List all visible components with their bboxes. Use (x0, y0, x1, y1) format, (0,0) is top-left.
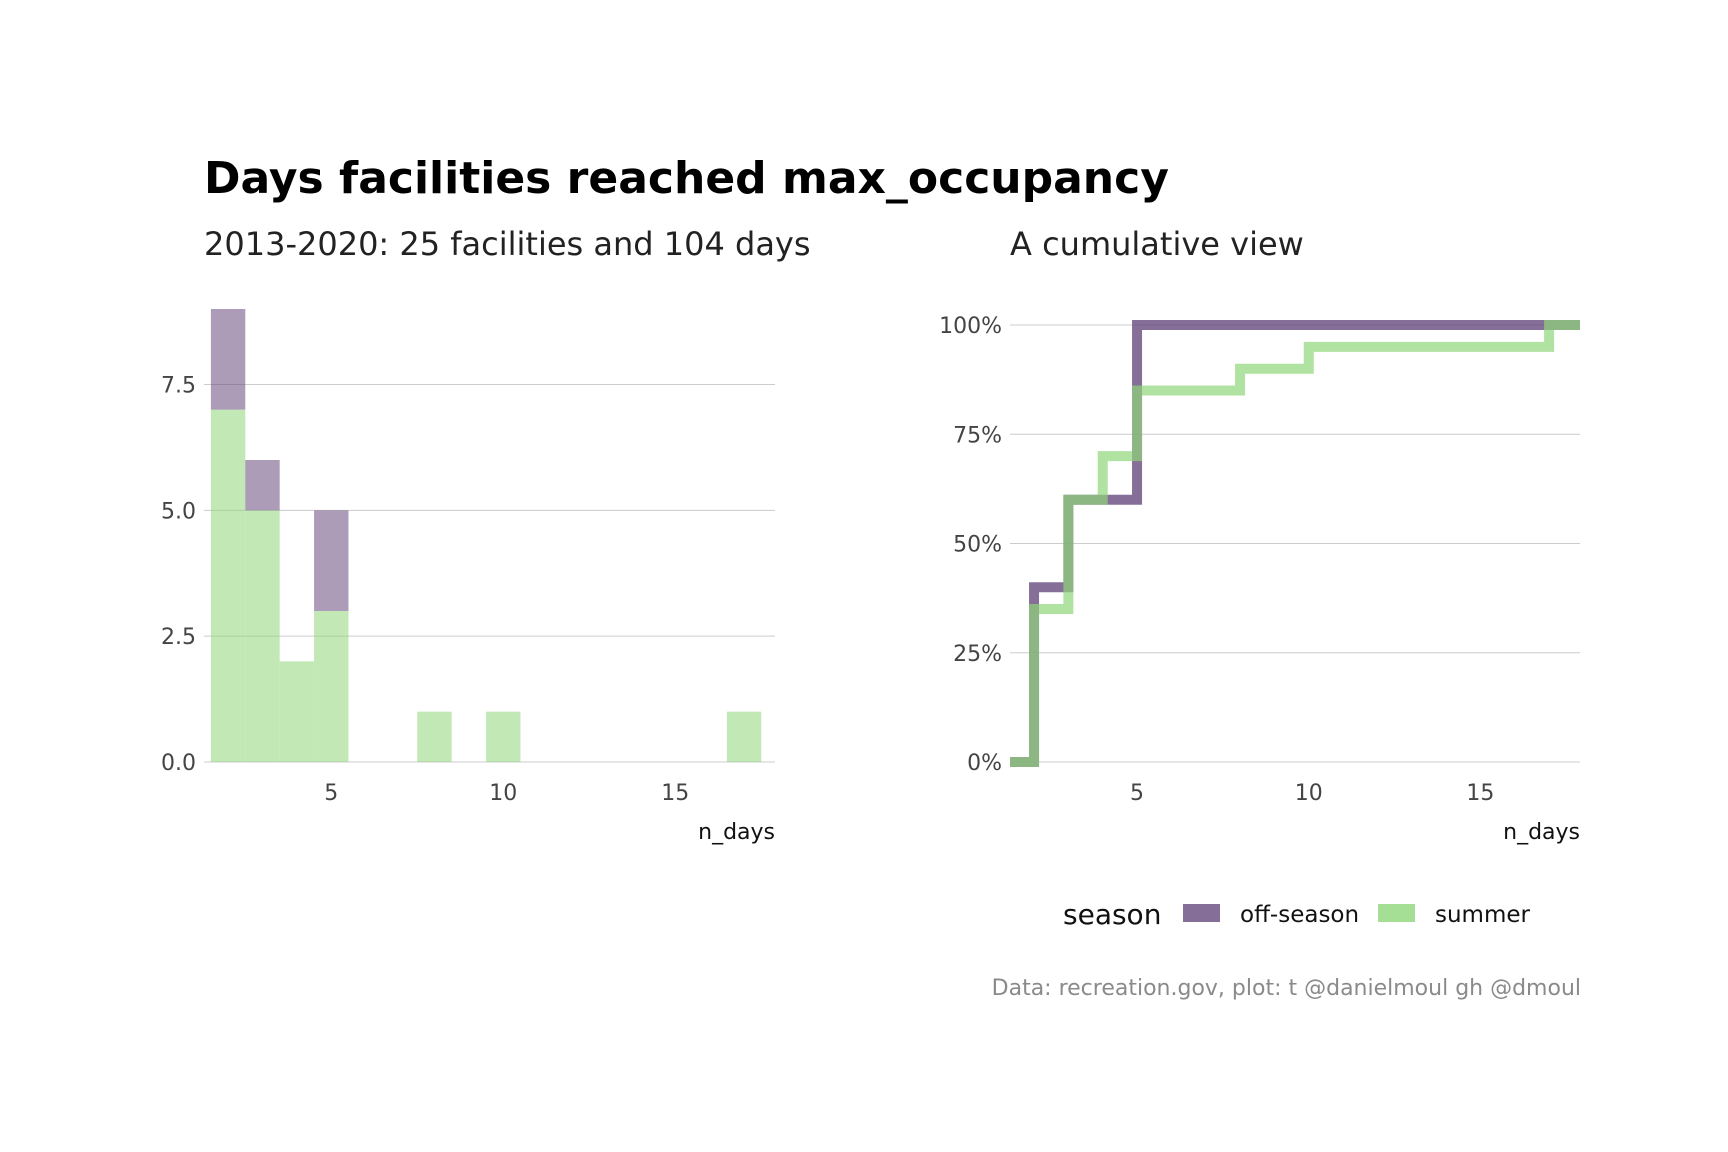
hist-x-axis-title: n_days (698, 820, 775, 845)
legend-label-off-season: off-season (1240, 902, 1359, 928)
cumulative-panel: 0% 25% 50% 75% 100% 5 10 15 (939, 314, 1580, 806)
histogram-panel: 0.0 2.5 5.0 7.5 5 10 15 (161, 309, 775, 806)
hist-subtitle: 2013-2020: 25 facilities and 104 days (204, 225, 811, 263)
cdf-y-tick-label: 25% (953, 642, 1002, 667)
hist-x-tick-label: 5 (324, 781, 338, 806)
hist-x-tick-label: 10 (489, 781, 517, 806)
cdf-y-tick-label: 0% (967, 751, 1002, 776)
legend: season off-season summer (1063, 898, 1531, 931)
caption: Data: recreation.gov, plot: t @danielmou… (992, 976, 1581, 1001)
legend-key-summer (1378, 904, 1415, 922)
hist-y-tick-label: 5.0 (161, 499, 196, 524)
legend-label-summer: summer (1435, 902, 1531, 928)
hist-y-tick-label: 7.5 (161, 374, 196, 399)
cdf-step-line-summer (1010, 320, 1580, 767)
hist-y-tick-label: 0.0 (161, 751, 196, 776)
hist-y-tick-label: 2.5 (161, 625, 196, 650)
legend-title: season (1063, 898, 1161, 931)
cdf-x-axis-title: n_days (1503, 820, 1580, 845)
hist-bar-off-season (245, 460, 280, 511)
chart-title: Days facilities reached max_occupancy (204, 153, 1169, 204)
hist-bar-summer (210, 409, 246, 762)
cdf-x-tick-label: 5 (1130, 781, 1144, 806)
hist-bar-summer (314, 611, 349, 762)
cdf-x-tick-label: 10 (1295, 781, 1323, 806)
cdf-subtitle: A cumulative view (1010, 225, 1304, 263)
cdf-y-tick-label: 100% (939, 314, 1002, 339)
hist-bar-off-season (210, 309, 246, 410)
hist-x-tick-label: 15 (661, 781, 689, 806)
hist-bar-summer (417, 711, 452, 762)
cdf-y-tick-label: 50% (953, 533, 1002, 558)
hist-bar-summer (486, 711, 521, 762)
cdf-y-tick-label: 75% (953, 423, 1002, 448)
legend-key-off-season (1183, 904, 1220, 922)
hist-bar-summer (245, 510, 280, 762)
hist-bar-summer (726, 711, 762, 762)
hist-bar-summer (279, 661, 315, 762)
hist-bar-off-season (314, 510, 349, 611)
cdf-x-tick-label: 15 (1466, 781, 1494, 806)
